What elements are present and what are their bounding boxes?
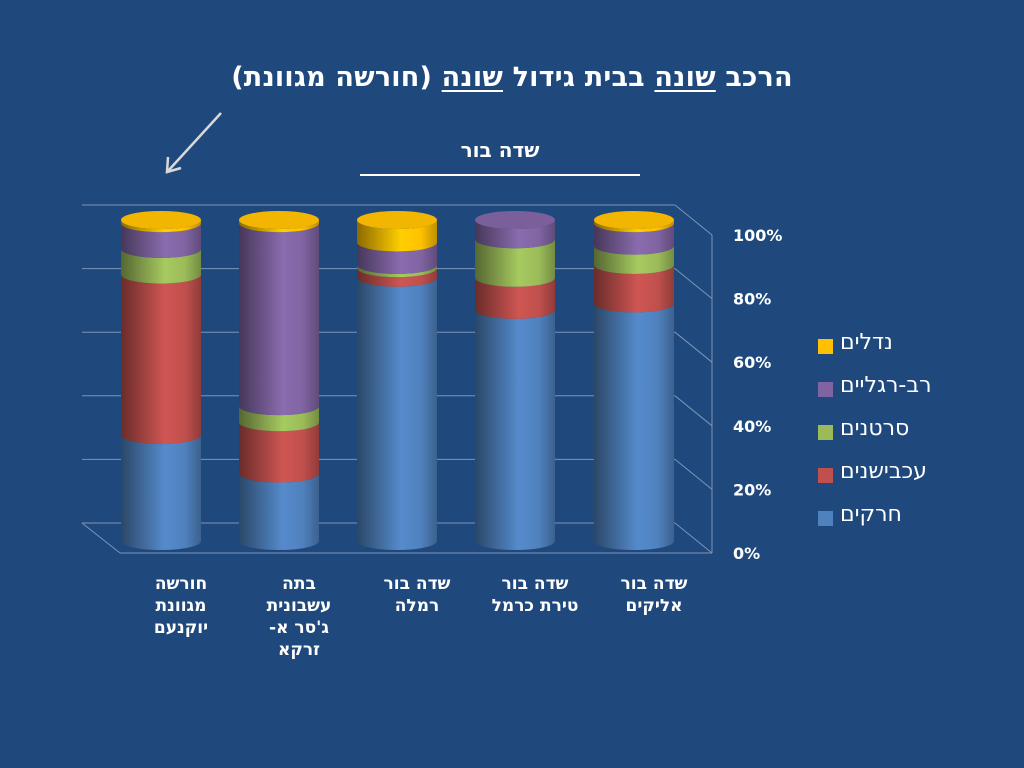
legend-item: עכבישנים xyxy=(816,459,1016,502)
bar-stack xyxy=(121,211,201,550)
bar-segment xyxy=(475,309,555,550)
gridline-side xyxy=(674,395,713,427)
y-axis-ticks: 0% 20% 40% 60% 80% 100% xyxy=(733,226,782,563)
gridline-side xyxy=(674,331,713,363)
bar-stack xyxy=(594,211,674,550)
legend-swatch xyxy=(818,468,833,483)
bar-segment xyxy=(594,264,674,313)
y-tick-label: 40% xyxy=(733,417,771,436)
legend-swatch xyxy=(818,382,833,397)
legend-item: סרטנים xyxy=(816,416,1016,459)
x-tick-label-line: עשבונית xyxy=(266,596,332,616)
y-tick-label: 100% xyxy=(733,226,782,245)
bar-top-cap xyxy=(594,211,674,229)
legend-swatch xyxy=(818,339,833,354)
legend-label: עכבישנים xyxy=(840,459,927,484)
bar-segment xyxy=(121,435,201,550)
chart-subtitle: שדה בור xyxy=(460,138,540,162)
legend-label: נדלים xyxy=(840,330,893,355)
bar-segment xyxy=(121,220,201,233)
x-tick-label-line: אליקים xyxy=(625,596,683,616)
bar-segment xyxy=(475,220,555,249)
x-tick-label: שדה בור טירת כרמל xyxy=(475,573,595,617)
bar-segment xyxy=(594,303,674,550)
x-tick-label: בתה עשבונית ג'סר א- זרקא xyxy=(239,573,359,661)
bar-stack xyxy=(239,211,319,550)
y-tick-label: 0% xyxy=(733,544,760,563)
x-tick-label-line: שדה בור xyxy=(620,574,688,594)
gridline-side xyxy=(674,204,713,236)
bar-segment xyxy=(357,277,437,550)
x-tick-label-line: שדה בור xyxy=(501,574,569,594)
legend-item: רב-רגליים xyxy=(816,373,1016,416)
x-tick-label: שדה בור רמלה xyxy=(357,573,477,617)
bar-top-cap xyxy=(357,211,437,229)
bar-segment xyxy=(594,245,674,274)
legend-label: חרקים xyxy=(840,502,902,527)
chart-title: הרכב שונה בבית גידול שונה (חורשה מגוונת) xyxy=(231,62,793,93)
bar-segment xyxy=(594,220,674,233)
bar-top-cap xyxy=(121,211,201,229)
x-tick-label-line: זרקא xyxy=(278,640,320,660)
legend-swatch xyxy=(818,511,833,526)
bar-stack xyxy=(357,211,437,550)
gridline-side xyxy=(674,268,713,299)
floor-edge xyxy=(81,522,121,554)
legend: נדלים רב-רגליים סרטנים עכבישנים חרקים xyxy=(816,330,1016,545)
y-tick-label: 60% xyxy=(733,353,771,372)
bar-segment xyxy=(121,248,201,284)
subtitle-underline xyxy=(360,174,640,176)
x-tick-label: שדה בור אליקים xyxy=(594,573,714,617)
annotation-arrow-head xyxy=(165,156,182,174)
bar-segment xyxy=(239,473,319,550)
bar-segment xyxy=(357,220,437,252)
x-tick-label: חורשה מגוונת יוקנעם xyxy=(121,573,241,639)
x-tick-label-line: חורשה xyxy=(154,574,208,594)
x-tick-label-line: שדה בור xyxy=(383,574,451,594)
gridline-side xyxy=(674,459,713,490)
x-tick-label-line: בתה xyxy=(282,574,316,594)
legend-swatch xyxy=(818,425,833,440)
bar-segment xyxy=(475,277,555,319)
bar-segment xyxy=(239,406,319,432)
bar-segment xyxy=(121,274,201,445)
bar-segment xyxy=(357,242,437,274)
y-tick-label: 20% xyxy=(733,480,771,499)
bar-segment xyxy=(357,264,437,278)
gridline-side xyxy=(674,522,713,554)
bar-segment xyxy=(239,422,319,483)
x-tick-label-line: רמלה xyxy=(394,596,440,616)
bar-segment xyxy=(239,223,319,416)
bar-segment xyxy=(239,220,319,233)
bar-segment xyxy=(594,223,674,255)
legend-item: חרקים xyxy=(816,502,1016,545)
x-tick-label-line: טירת כרמל xyxy=(491,596,579,616)
bar-segment xyxy=(357,268,437,287)
x-tick-label-line: ג'סר א- xyxy=(269,618,329,638)
legend-label: רב-רגליים xyxy=(840,373,932,398)
legend-label: סרטנים xyxy=(840,416,910,441)
bar-top-cap xyxy=(475,211,555,229)
x-tick-label-line: מגוונת xyxy=(155,596,207,616)
bar-stack xyxy=(475,211,555,550)
annotation-arrow xyxy=(167,112,222,172)
legend-item: נדלים xyxy=(816,330,1016,373)
y-tick-label: 80% xyxy=(733,290,771,309)
bars xyxy=(121,211,674,550)
x-tick-label-line: יוקנעם xyxy=(153,618,209,638)
bar-segment xyxy=(121,223,201,258)
bar-top-cap xyxy=(239,211,319,229)
bar-segment xyxy=(475,239,555,287)
